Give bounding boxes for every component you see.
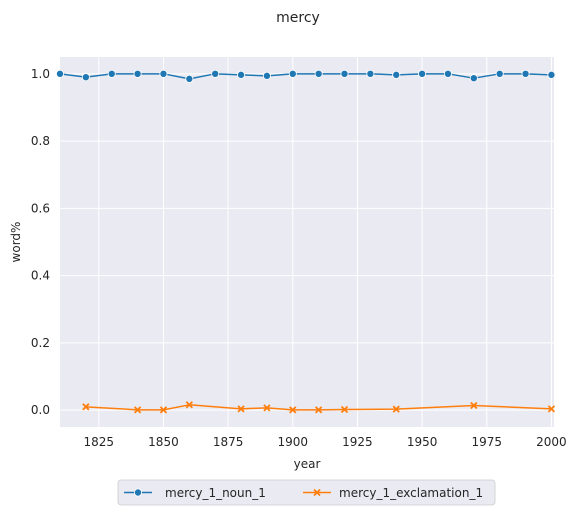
y-tick-label: 0.8	[31, 134, 50, 148]
data-point	[289, 406, 297, 414]
data-point	[547, 405, 556, 413]
data-point	[159, 69, 168, 78]
series-line	[85, 404, 552, 411]
data-point	[237, 405, 245, 413]
data-point	[185, 74, 194, 83]
data-point	[133, 69, 142, 78]
x-tick-label: 1950	[407, 435, 438, 449]
y-axis-label: word%	[9, 222, 23, 263]
series-mercy_1_exclamation_1	[82, 401, 556, 414]
y-tick-label: 1.0	[31, 67, 50, 81]
data-point	[159, 406, 168, 414]
y-tick-label: 0.6	[31, 201, 50, 215]
data-point	[418, 69, 427, 78]
x-tick-label: 1825	[84, 435, 115, 449]
data-point	[81, 73, 90, 82]
data-point	[107, 69, 116, 78]
x-tick-label: 1975	[471, 435, 502, 449]
data-point	[133, 406, 142, 414]
data-point	[547, 70, 556, 79]
chart-title: mercy	[276, 10, 320, 26]
x-tick-label: 1850	[148, 435, 179, 449]
x-axis-label: year	[294, 457, 321, 471]
data-point	[469, 74, 478, 83]
series-layer	[56, 69, 556, 414]
legend-label-exclamation: mercy_1_exclamation_1	[339, 486, 483, 500]
legend-marker-exclamation	[313, 488, 321, 497]
data-point	[288, 69, 297, 78]
data-point	[521, 69, 530, 78]
data-point	[392, 70, 401, 79]
data-point	[82, 403, 90, 411]
y-axis-ticks: 0.0 0.2 0.4 0.6 0.8 1.0	[31, 67, 50, 417]
data-point	[185, 401, 193, 409]
data-point	[340, 405, 349, 414]
legend-marker-noun	[133, 488, 142, 497]
x-tick-label: 1925	[342, 435, 373, 449]
data-point	[314, 69, 323, 78]
data-point	[443, 69, 452, 78]
data-point	[340, 69, 349, 78]
y-tick-label: 0.4	[31, 269, 50, 283]
data-point	[56, 69, 65, 78]
data-point	[262, 71, 271, 80]
x-tick-label: 1900	[278, 435, 309, 449]
data-point	[315, 406, 323, 414]
data-point	[366, 69, 375, 78]
data-point	[495, 69, 504, 78]
data-point	[470, 401, 478, 410]
data-point	[211, 69, 220, 78]
y-tick-label: 0.0	[31, 403, 50, 417]
data-point	[237, 70, 246, 79]
x-tick-label: 2000	[536, 435, 567, 449]
data-point	[392, 405, 400, 413]
series-mercy_1_noun_1	[56, 69, 556, 83]
legend-label-noun: mercy_1_noun_1	[165, 486, 266, 500]
plot-area	[60, 57, 554, 427]
x-tick-label: 1875	[213, 435, 244, 449]
y-tick-label: 0.2	[31, 336, 50, 350]
series-line	[59, 73, 552, 80]
data-point	[263, 404, 271, 412]
x-axis-ticks: 1825 1850 1875 1900 1925 1950 1975 2000	[84, 435, 567, 449]
legend: mercy_1_noun_1 mercy_1_exclamation_1	[117, 479, 496, 506]
